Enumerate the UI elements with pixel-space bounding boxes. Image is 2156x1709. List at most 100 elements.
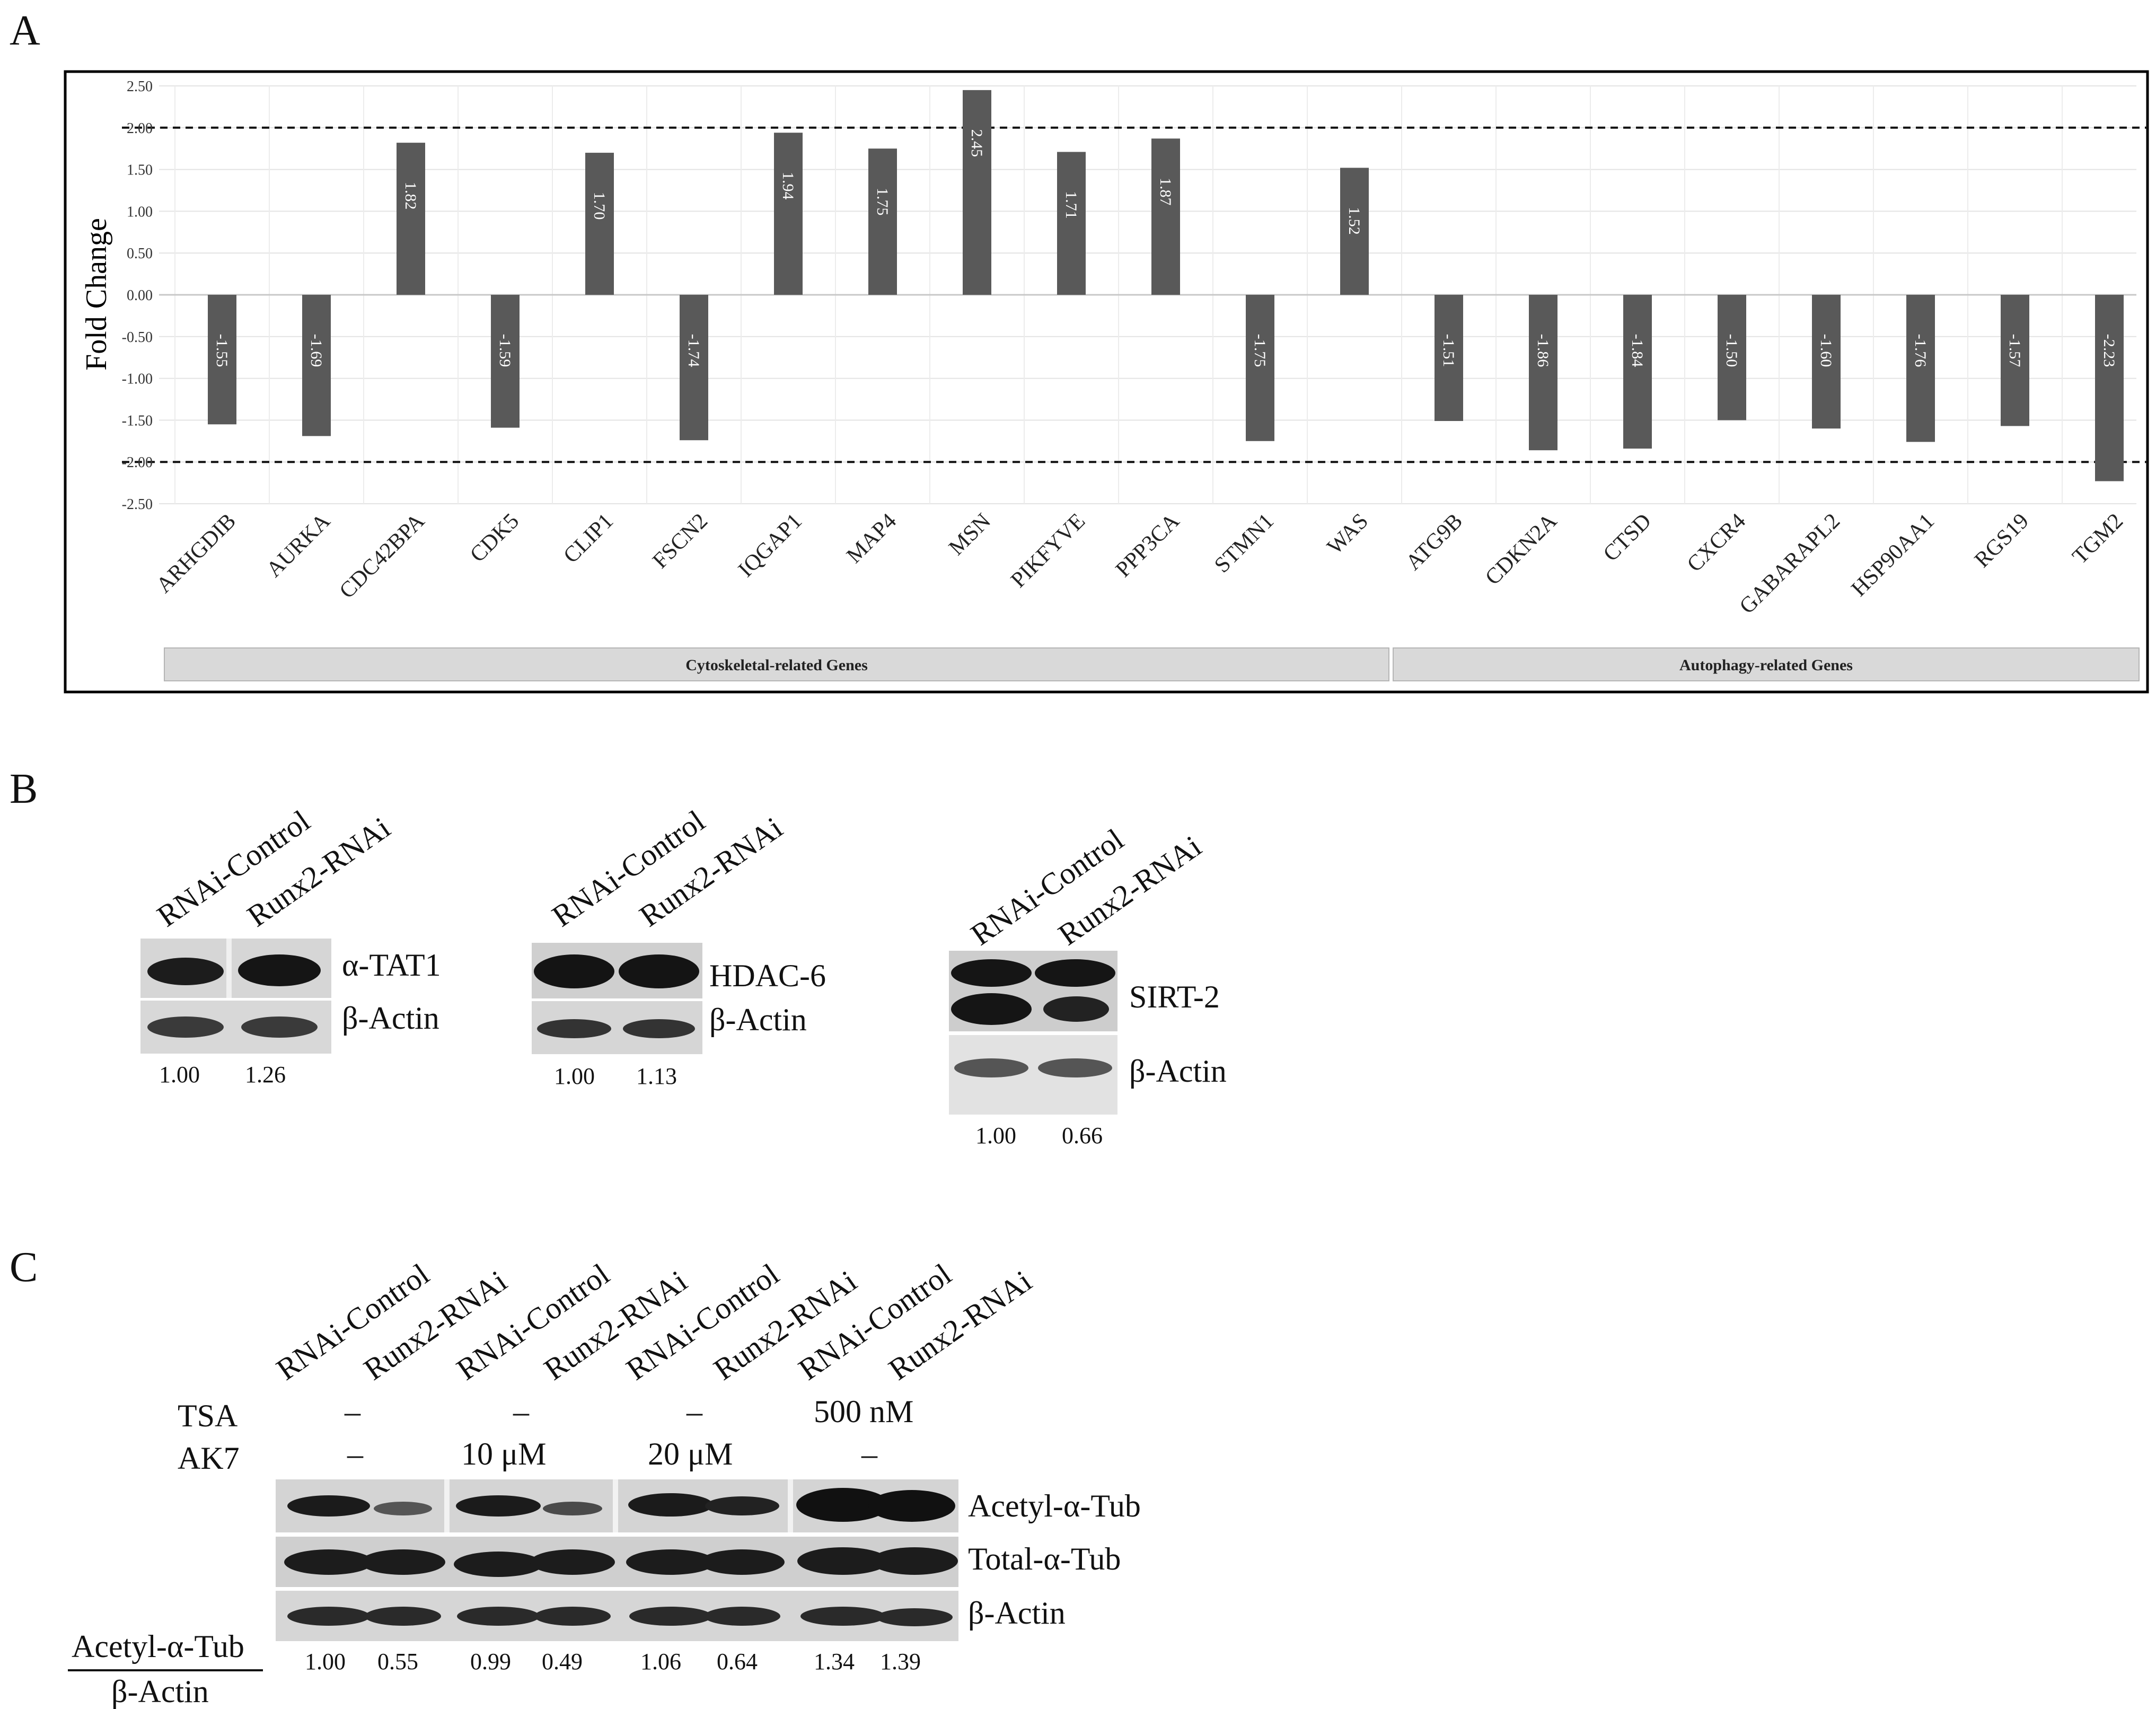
bar-value-label: 1.52	[1345, 207, 1363, 235]
c-quant-value: 1.00	[305, 1649, 346, 1675]
b3-quant-knockdown: 0.66	[1062, 1123, 1103, 1149]
b1-quant-control: 1.00	[159, 1062, 200, 1088]
c-quant-value: 1.39	[880, 1649, 921, 1675]
c-total-tub-blot	[276, 1537, 958, 1587]
y-tick-label: 2.00	[127, 120, 153, 137]
x-tick-label: CDC42BPA	[335, 509, 430, 603]
bar-value-label: 1.82	[402, 182, 419, 210]
y-axis-label: Fold Change	[80, 218, 113, 371]
bar-value-label: -1.74	[685, 334, 702, 367]
c-quant-value: 0.99	[470, 1649, 511, 1675]
bar-value-label: -1.76	[1912, 334, 1929, 367]
tsa-value-4: 500 nM	[814, 1394, 914, 1429]
bar-was	[1340, 168, 1369, 295]
bar-value-label: 1.94	[779, 172, 797, 200]
x-tick-label: WAS	[1323, 509, 1373, 559]
bar-value-label: -1.75	[1251, 334, 1269, 367]
bar-value-label: -1.60	[1817, 334, 1835, 367]
group-label: Cytoskeletal-related Genes	[685, 656, 868, 674]
bar-ppp3ca	[1151, 138, 1180, 295]
c-quant-value: 1.34	[814, 1649, 855, 1675]
y-tick-label: 1.50	[127, 162, 153, 179]
bar-map4	[868, 148, 897, 295]
y-tick-label: -1.50	[122, 413, 153, 429]
bar-atg9b	[1435, 295, 1463, 421]
tsa-value-1: –	[345, 1394, 360, 1429]
b1-loading-label: β-Actin	[342, 1001, 439, 1036]
b3-quant-control: 1.00	[975, 1123, 1016, 1149]
panel-c-letter: C	[10, 1244, 38, 1291]
y-axis-ticks: 2.50 2.00 1.50 1.00 0.50 0.00 -0.50 -1.00 -1.50 -…	[122, 78, 153, 513]
c-quant-value: 1.06	[640, 1649, 681, 1675]
bar-gabarapl2	[1812, 295, 1841, 429]
ratio-divider	[68, 1669, 263, 1671]
bar-fscn2	[680, 295, 708, 441]
x-tick-label: CLIP1	[559, 509, 618, 568]
b2-target-label: HDAC-6	[709, 958, 826, 993]
b2-actin-blot	[532, 1001, 702, 1054]
x-tick-label: STMN1	[1210, 509, 1279, 578]
b1-lane-control: RNAi-Control	[151, 803, 316, 934]
b3-target-blot	[949, 951, 1117, 1031]
x-tick-label: CDK5	[465, 509, 524, 567]
c-actin-blot	[276, 1591, 958, 1641]
bar-stmn1	[1246, 295, 1274, 441]
bar-value-label: -1.50	[1723, 334, 1740, 367]
b1-target-label: α-TAT1	[342, 948, 441, 983]
x-tick-label: TGM2	[2068, 509, 2128, 569]
bar-ctsd	[1623, 295, 1652, 449]
bar-value-label: -1.86	[1534, 334, 1552, 367]
bar-cdk5	[491, 295, 520, 428]
x-tick-label: ARHGDIB	[152, 509, 241, 598]
bar-pikfyve	[1057, 152, 1086, 295]
chart-frame	[64, 70, 2149, 694]
tsa-value-2: –	[513, 1394, 529, 1429]
x-tick-label: CDKN2A	[1481, 509, 1562, 590]
y-tick-label: -2.00	[122, 454, 153, 471]
c-band-acetyl: Acetyl-α-Tub	[968, 1488, 1141, 1523]
bar-value-label: 2.45	[968, 129, 985, 157]
ratio-numerator: Acetyl-α-Tub	[72, 1629, 244, 1664]
c-quant-value: 0.64	[717, 1649, 758, 1675]
c-band-total: Total-α-Tub	[968, 1541, 1121, 1576]
bar-value-label: -1.55	[213, 334, 231, 367]
bar-value-label: 1.70	[591, 192, 608, 220]
bars: -1.55 -1.69 1.82 -1.59 1.70 -1.74 1.94 1.75 2.45…	[208, 90, 2124, 481]
bar-value-label: 1.71	[1062, 191, 1080, 219]
b3-loading-label: β-Actin	[1129, 1054, 1227, 1089]
y-tick-label: 1.00	[127, 204, 153, 220]
bar-hsp90aa1	[1906, 295, 1935, 442]
group-band	[1393, 647, 2140, 681]
y-tick-label: 0.50	[127, 246, 153, 262]
ratio-denominator: β-Actin	[111, 1674, 209, 1709]
x-tick-label: MAP4	[842, 509, 901, 568]
c-quant-value: 0.55	[377, 1649, 418, 1675]
gene-groups: Cytoskeletal-related Genes Autophagy-rela…	[164, 647, 2140, 681]
bar-value-label: -1.59	[496, 334, 514, 367]
bar-value-label: -1.51	[1440, 334, 1457, 367]
bar-iqgap1	[774, 133, 803, 295]
bar-value-label: 1.87	[1157, 178, 1174, 206]
bar-value-label: -2.23	[2100, 334, 2118, 367]
y-tick-label: -0.50	[122, 329, 153, 346]
b2-target-blot	[532, 943, 702, 998]
group-label: Autophagy-related Genes	[1679, 656, 1853, 674]
bar-arhgdib	[208, 295, 236, 425]
bar-tgm2	[2095, 295, 2124, 481]
ak7-value-2: 10 μM	[461, 1436, 547, 1471]
fold-change-chart: -1.55 -1.69 1.82 -1.59 1.70 -1.74 1.94 1.75 2.45…	[64, 70, 2149, 694]
ak7-value-4: –	[861, 1436, 877, 1471]
tsa-label: TSA	[178, 1398, 238, 1433]
b1-actin-blot	[140, 1001, 331, 1054]
bar-rgs19	[2001, 295, 2029, 426]
y-tick-label: 2.50	[127, 78, 153, 95]
bar-cdkn2a	[1529, 295, 1557, 451]
panel-a-letter: A	[10, 7, 40, 54]
bar-clip1	[585, 153, 614, 295]
y-tick-label: -1.00	[122, 371, 153, 388]
chart-grid	[159, 85, 2136, 504]
bar-value-label: -1.69	[307, 334, 325, 367]
bar-cxcr4	[1718, 295, 1746, 420]
bar-value-label: 1.75	[874, 188, 891, 216]
b3-actin-blot	[949, 1035, 1117, 1115]
